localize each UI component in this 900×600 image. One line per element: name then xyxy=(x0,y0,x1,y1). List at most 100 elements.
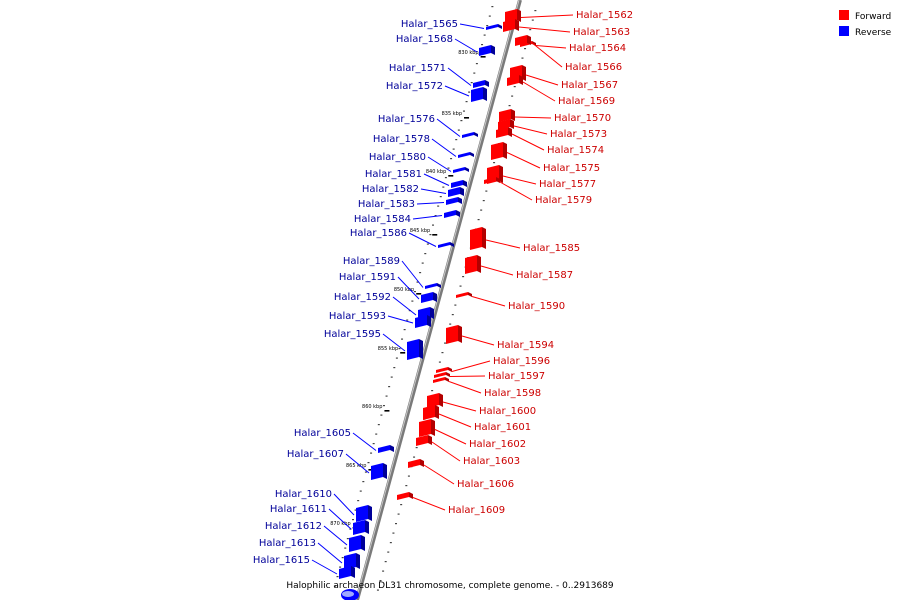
forward-gene-feature[interactable] xyxy=(496,127,512,138)
reverse-gene-feature[interactable] xyxy=(356,505,372,522)
forward-gene-label[interactable]: Halar_1579 xyxy=(535,195,592,206)
forward-gene-feature[interactable] xyxy=(503,19,519,32)
forward-gene-label[interactable]: Halar_1590 xyxy=(508,301,565,312)
forward-gene-feature[interactable] xyxy=(499,109,515,122)
forward-gene-feature[interactable] xyxy=(408,459,424,468)
forward-gene-feature[interactable] xyxy=(515,35,531,46)
reverse-gene-feature[interactable] xyxy=(458,152,474,158)
reverse-gene-label[interactable]: Halar_1610 xyxy=(275,489,332,500)
reverse-gene-label[interactable]: Halar_1589 xyxy=(343,256,400,267)
forward-gene-label[interactable]: Halar_1574 xyxy=(547,145,604,156)
reverse-gene-label[interactable]: Halar_1578 xyxy=(373,134,430,145)
reverse-gene-feature[interactable] xyxy=(371,463,387,480)
reverse-gene-feature[interactable] xyxy=(425,283,441,289)
reverse-gene-label[interactable]: Halar_1595 xyxy=(324,329,381,340)
reverse-gene-label[interactable]: Halar_1591 xyxy=(339,272,396,283)
reverse-gene-feature[interactable] xyxy=(349,535,365,552)
forward-gene-label[interactable]: Halar_1562 xyxy=(576,10,633,21)
forward-gene-label[interactable]: Halar_1564 xyxy=(569,43,626,54)
reverse-gene-label[interactable]: Halar_1583 xyxy=(358,199,415,210)
reverse-gene-label[interactable]: Halar_1572 xyxy=(386,81,443,92)
forward-gene-label[interactable]: Halar_1609 xyxy=(448,505,505,516)
forward-gene-label[interactable]: Halar_1606 xyxy=(457,479,514,490)
reverse-gene-feature[interactable] xyxy=(446,197,462,205)
reverse-gene-feature[interactable] xyxy=(471,87,487,102)
forward-gene-label[interactable]: Halar_1573 xyxy=(550,129,607,140)
forward-gene-feature[interactable] xyxy=(419,419,435,437)
reverse-gene-feature[interactable] xyxy=(415,315,431,328)
reverse-gene-label[interactable]: Halar_1565 xyxy=(401,19,458,30)
forward-gene-feature[interactable] xyxy=(465,255,481,274)
reverse-gene-label[interactable]: Halar_1584 xyxy=(354,214,411,225)
reverse-gene-feature[interactable] xyxy=(421,292,437,303)
forward-gene-label[interactable]: Halar_1602 xyxy=(469,439,526,450)
reverse-gene-feature[interactable] xyxy=(451,180,467,188)
reverse-gene-leader xyxy=(333,493,355,516)
reverse-gene-label[interactable]: Halar_1571 xyxy=(389,63,446,74)
reverse-gene-feature[interactable] xyxy=(341,589,359,600)
reverse-gene-feature[interactable] xyxy=(339,566,355,579)
reverse-gene-feature[interactable] xyxy=(486,24,502,30)
forward-gene-label[interactable]: Halar_1594 xyxy=(497,340,554,351)
forward-gene-feature[interactable] xyxy=(423,405,439,420)
reverse-gene-label[interactable]: Halar_1576 xyxy=(378,114,435,125)
forward-gene-label[interactable]: Halar_1575 xyxy=(543,163,600,174)
reverse-gene-label[interactable]: Halar_1611 xyxy=(270,504,327,515)
forward-gene-feature[interactable] xyxy=(456,292,472,298)
forward-gene-label[interactable]: Halar_1577 xyxy=(539,179,596,190)
reverse-gene-feature[interactable] xyxy=(378,445,394,453)
forward-gene-feature[interactable] xyxy=(470,227,486,250)
reverse-gene-label[interactable]: Halar_1582 xyxy=(362,184,419,195)
forward-gene-label[interactable]: Halar_1567 xyxy=(561,80,618,91)
forward-gene-leader xyxy=(412,497,446,511)
minor-tick xyxy=(339,566,342,568)
forward-gene-feature[interactable] xyxy=(491,142,507,160)
forward-gene-feature[interactable] xyxy=(427,393,443,408)
reverse-gene-feature[interactable] xyxy=(438,242,454,248)
forward-gene-label[interactable]: Halar_1563 xyxy=(573,27,630,38)
forward-gene-feature[interactable] xyxy=(397,492,413,500)
reverse-gene-feature[interactable] xyxy=(353,520,369,535)
reverse-gene-feature[interactable] xyxy=(479,45,495,56)
reverse-gene-label[interactable]: Halar_1580 xyxy=(369,152,426,163)
reverse-gene-feature[interactable] xyxy=(473,80,489,88)
legend-forward-swatch xyxy=(839,10,849,20)
reverse-gene-label[interactable]: Halar_1612 xyxy=(265,521,322,532)
forward-gene-feature[interactable] xyxy=(434,372,450,378)
reverse-gene-feature[interactable] xyxy=(344,553,360,570)
forward-gene-label[interactable]: Halar_1600 xyxy=(479,406,536,417)
reverse-gene-feature[interactable] xyxy=(462,132,478,138)
major-tick xyxy=(384,410,390,412)
reverse-gene-label[interactable]: Halar_1607 xyxy=(287,449,344,460)
reverse-gene-label[interactable]: Halar_1568 xyxy=(396,34,453,45)
reverse-gene-label[interactable]: Halar_1581 xyxy=(365,169,422,180)
minor-tick xyxy=(462,276,465,278)
forward-gene-label[interactable]: Halar_1603 xyxy=(463,456,520,467)
reverse-gene-label[interactable]: Halar_1593 xyxy=(329,311,386,322)
reverse-gene-feature[interactable] xyxy=(448,187,464,197)
forward-gene-feature[interactable] xyxy=(416,435,432,446)
reverse-gene-label[interactable]: Halar_1605 xyxy=(294,428,351,439)
forward-gene-label[interactable]: Halar_1569 xyxy=(558,96,615,107)
forward-gene-label[interactable]: Halar_1596 xyxy=(493,356,550,367)
minor-tick xyxy=(511,95,514,97)
forward-gene-label[interactable]: Halar_1598 xyxy=(484,388,541,399)
reverse-gene-label[interactable]: Halar_1592 xyxy=(334,292,391,303)
forward-gene-feature[interactable] xyxy=(436,367,452,373)
reverse-gene-feature[interactable] xyxy=(407,339,423,360)
reverse-gene-label[interactable]: Halar_1586 xyxy=(350,228,407,239)
forward-gene-feature[interactable] xyxy=(484,177,500,184)
forward-gene-feature[interactable] xyxy=(433,377,449,383)
forward-gene-label[interactable]: Halar_1601 xyxy=(474,422,531,433)
reverse-gene-feature[interactable] xyxy=(444,210,460,218)
forward-gene-feature[interactable] xyxy=(507,75,523,86)
reverse-gene-feature[interactable] xyxy=(453,167,469,173)
forward-gene-label[interactable]: Halar_1570 xyxy=(554,113,611,124)
reverse-gene-label[interactable]: Halar_1615 xyxy=(253,555,310,566)
reverse-gene-label[interactable]: Halar_1613 xyxy=(259,538,316,549)
forward-gene-feature[interactable] xyxy=(446,325,462,344)
forward-gene-label[interactable]: Halar_1566 xyxy=(565,62,622,73)
forward-gene-label[interactable]: Halar_1587 xyxy=(516,270,573,281)
forward-gene-label[interactable]: Halar_1585 xyxy=(523,243,580,254)
forward-gene-label[interactable]: Halar_1597 xyxy=(488,371,545,382)
